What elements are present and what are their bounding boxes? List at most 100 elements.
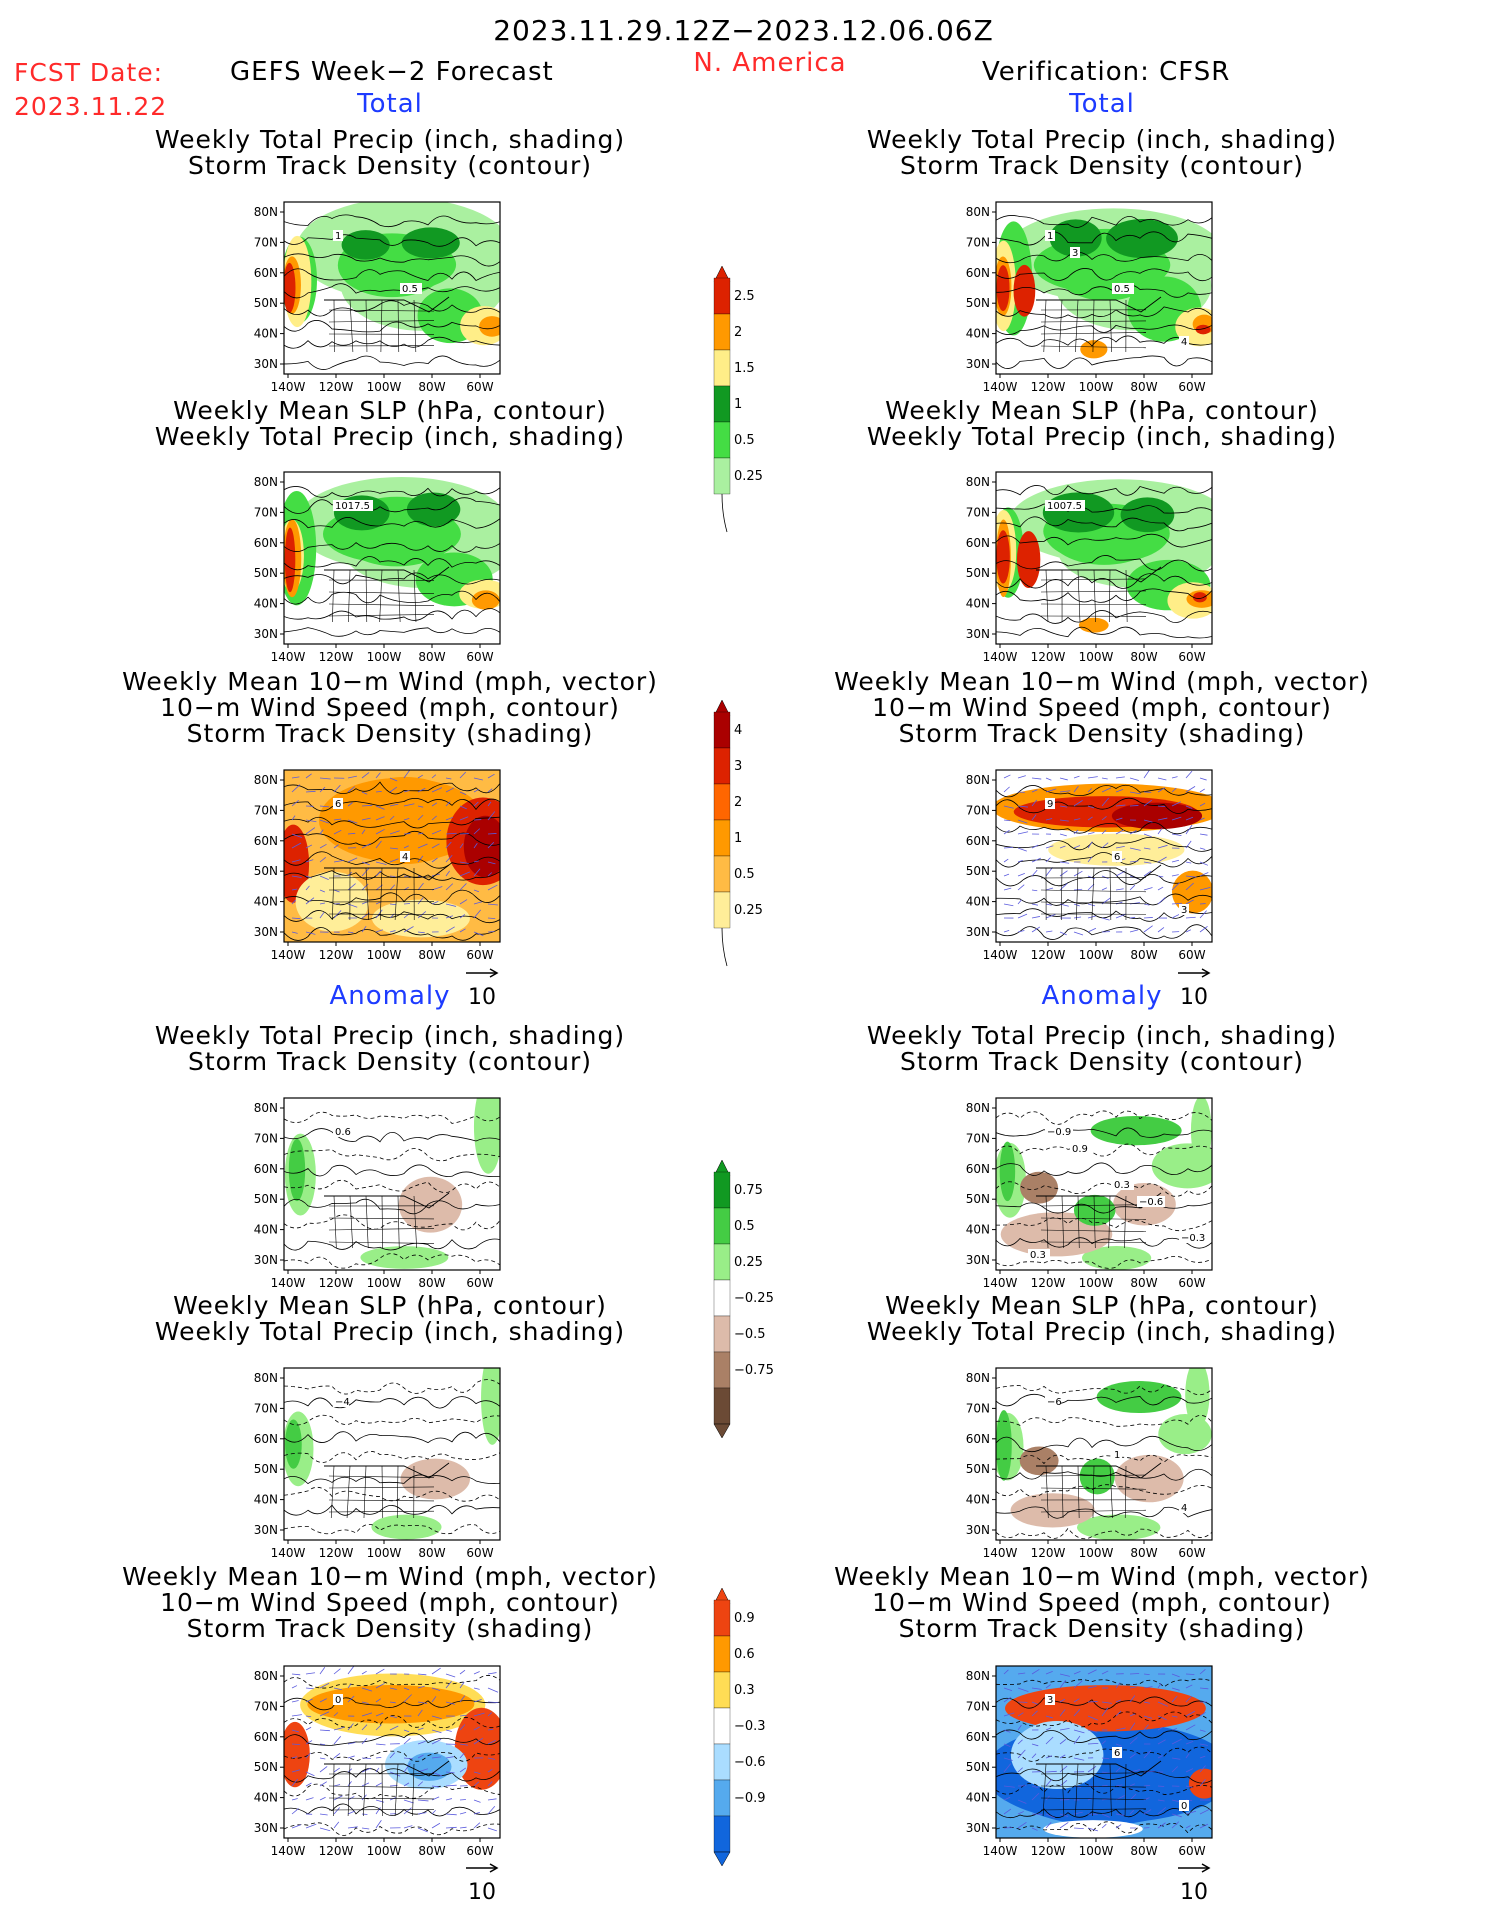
- title-obs-anom-precip: Weekly Total Precip (inch, shading) Stor…: [742, 1023, 1462, 1075]
- wind-vector: [459, 1826, 467, 1829]
- lat-label: 70N: [254, 505, 278, 519]
- state-line: [1093, 1195, 1096, 1249]
- colorbar-label: −0.9: [734, 1791, 766, 1806]
- wind-vector: [1059, 1680, 1067, 1689]
- lat-label: 70N: [254, 1401, 278, 1415]
- contour-line: [996, 355, 1212, 369]
- wind-vector: [445, 787, 455, 793]
- wind-vector: [1157, 828, 1163, 835]
- colorbar-label: 4: [734, 723, 742, 738]
- wind-vector: [305, 1726, 312, 1731]
- wind-vector: [459, 1767, 467, 1773]
- wind-vector: [1185, 1741, 1194, 1745]
- contour-label: 9: [1047, 799, 1053, 810]
- wind-vector: [305, 1687, 314, 1690]
- contour-line: [284, 797, 500, 812]
- lon-label: 80W: [1130, 650, 1157, 664]
- contour-label: 4: [1181, 337, 1187, 348]
- colorbar-label: 2.5: [734, 289, 755, 304]
- wind-vector: [347, 775, 357, 779]
- colorbar-track: 4 3 2 1 0.5 0.25: [712, 699, 802, 994]
- colorbar-swatch: [713, 1599, 731, 1637]
- lat-label: 70N: [254, 1131, 278, 1145]
- wind-vector: [1185, 1825, 1191, 1829]
- fcst-date-label: FCST Date:: [14, 58, 164, 87]
- lon-label: 140W: [983, 380, 1018, 394]
- colorbar-swatch: [713, 1279, 731, 1317]
- title-line: Weekly Total Precip (inch, shading): [866, 125, 1338, 154]
- colorbar-swatch: [713, 1243, 731, 1281]
- lat-label: 60N: [254, 1162, 278, 1176]
- contour-line: [284, 556, 500, 571]
- wind-vector: [305, 1752, 311, 1759]
- title-line: Storm Track Density (contour): [899, 151, 1305, 180]
- contour-line: [996, 1384, 1212, 1396]
- wind-vector: [319, 1682, 330, 1689]
- wind-vector: [1017, 805, 1028, 808]
- lat-label: 70N: [966, 1699, 990, 1713]
- wind-vector: [333, 1784, 341, 1787]
- wind-vector: [487, 884, 498, 891]
- border-line: [324, 864, 450, 881]
- wind-vector: [389, 884, 396, 891]
- lon-label: 120W: [1031, 1546, 1066, 1560]
- wind-vector: [403, 817, 410, 821]
- wind-vector: [1157, 927, 1165, 933]
- title-line: 10−m Wind Speed (mph, contour): [872, 693, 1332, 722]
- wind-vector: [375, 1668, 385, 1675]
- map-field: −4: [284, 1368, 500, 1540]
- wind-vector: [1087, 1701, 1098, 1703]
- wind-vector: [375, 1756, 382, 1759]
- wind-vector: [1143, 903, 1150, 906]
- wind-vector: [473, 1737, 484, 1745]
- lat-label: 50N: [966, 1760, 990, 1774]
- wind-vector: [1087, 856, 1093, 863]
- wind-vector: [403, 845, 409, 849]
- contour-line: [996, 1162, 1212, 1176]
- shaded-area: [479, 316, 500, 337]
- wind-vector: [375, 816, 385, 821]
- shaded-area: [341, 230, 390, 260]
- shaded-area: [1188, 1768, 1212, 1799]
- wind-vector: [1017, 1767, 1023, 1773]
- wind-vector: [1157, 1822, 1166, 1829]
- wind-vector: [417, 1827, 428, 1833]
- wind-vector: [1143, 833, 1152, 838]
- lat-label: 70N: [254, 803, 278, 817]
- state-line: [1040, 1217, 1147, 1220]
- contour-line: [284, 336, 500, 349]
- contour-line: [284, 851, 500, 869]
- wind-vector: [1185, 840, 1192, 849]
- lon-label: 100W: [367, 380, 402, 394]
- wind-vector: [473, 909, 481, 919]
- state-line: [328, 603, 435, 606]
- contour-line: [996, 1237, 1212, 1249]
- wind-vector: [291, 1714, 302, 1717]
- state-line: [397, 299, 400, 353]
- wind-vector: [1031, 799, 1038, 807]
- state-line: [1040, 1241, 1147, 1243]
- title-obs-total-slp: Weekly Mean SLP (hPa, contour) Weekly To…: [742, 398, 1462, 450]
- lon-label: 120W: [319, 380, 354, 394]
- contour-label: 1: [1047, 231, 1053, 242]
- wind-vector: [1199, 788, 1205, 793]
- wind-vector: [1073, 1709, 1081, 1717]
- wind-vector: [291, 800, 299, 807]
- state-line: [1076, 867, 1079, 921]
- wind-vector: [445, 870, 450, 877]
- wind-vector: [291, 1673, 301, 1676]
- contour-line: [284, 781, 500, 795]
- map-svg: 0 80N 70N 60N 50N 40N 30N 140W 120W 100W 80W 60W: [254, 1665, 501, 1858]
- wind-vector: [1045, 777, 1052, 781]
- state-line: [349, 299, 354, 353]
- lat-label: 80N: [254, 205, 278, 219]
- wind-vector: [1143, 819, 1153, 823]
- wind-vector: [1143, 1701, 1151, 1704]
- wind-vector: [1129, 1695, 1136, 1703]
- lat-label: 30N: [254, 1523, 278, 1537]
- state-line: [1060, 867, 1063, 921]
- wind-vector: [1059, 1779, 1068, 1787]
- lat-label: 60N: [254, 834, 278, 848]
- wind-vector: [431, 1667, 441, 1675]
- wind-vector: [1129, 1686, 1137, 1689]
